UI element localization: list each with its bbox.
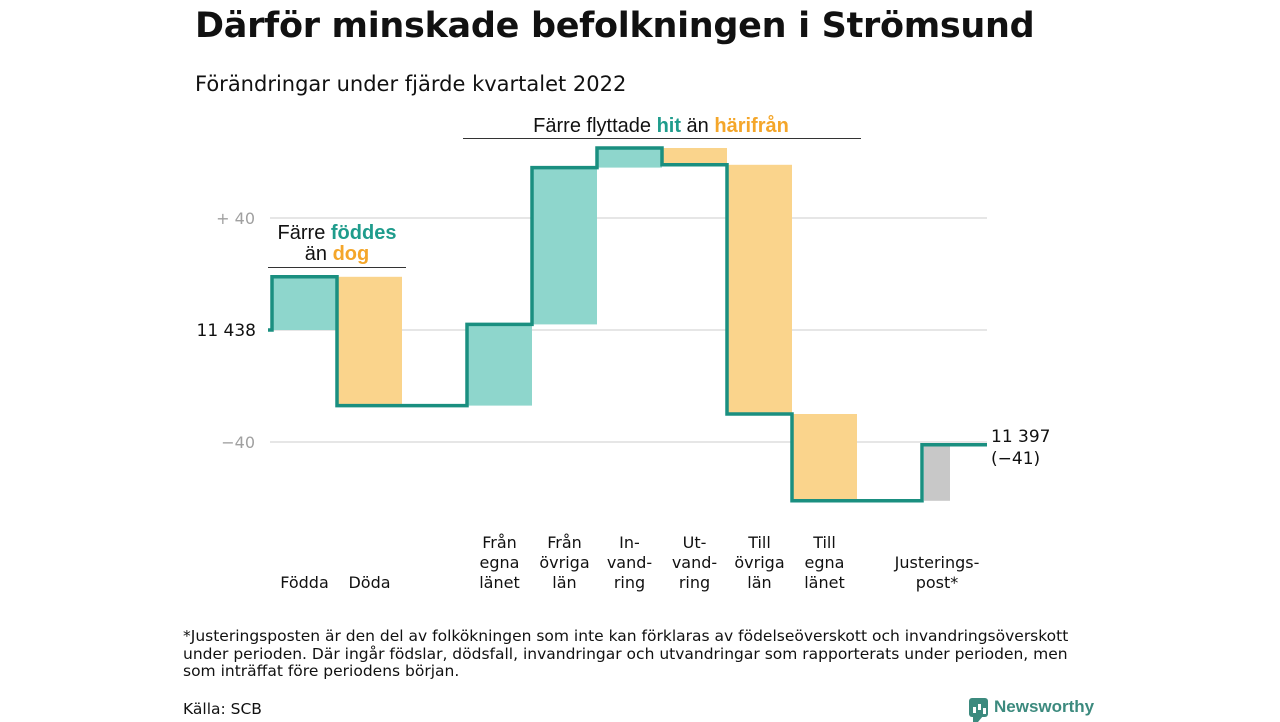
category-label: Ut- [683,533,707,552]
category-label: län [747,573,771,592]
category-label: egna [805,553,845,572]
category-label: Från [547,533,582,552]
brand: Newsworthy [969,697,1095,722]
category-label: länet [479,573,520,592]
footnote: *Justeringsposten är den del av folkökni… [183,627,1069,680]
category-label: vand- [607,553,652,572]
category-label: övriga [734,553,784,572]
category-label: länet [804,573,845,592]
population-level-line [268,146,987,503]
category-label: ring [614,573,645,592]
waterfall-bar [272,276,337,330]
category-label: ring [679,573,710,592]
annotation-migration: Färre flyttade hit än härifrån [533,114,789,137]
waterfall-bar [532,167,597,325]
chart-title: Därför minskade befolkningen i Strömsund [195,6,1035,46]
category-label: Justerings- [894,553,980,572]
waterfall-bar [727,164,792,414]
chart-subtitle: Förändringar under fjärde kvartalet 2022 [195,72,627,96]
category-label: Döda [348,573,390,592]
brand-name: Newsworthy [994,697,1095,716]
annotation-births-deaths-line2: än dog [305,243,369,265]
category-label: Födda [280,573,329,592]
end-value-label: 11 397 [991,427,1050,447]
waterfall-bar [337,276,402,406]
category-label: In- [619,533,640,552]
y-tick-label: −40 [221,433,255,452]
annotation-births-deaths-line1: Färre föddes [278,222,397,244]
category-label: vand- [672,553,717,572]
source-label: Källa: SCB [183,700,262,718]
category-label: egna [480,553,520,572]
category-label: Från [482,533,517,552]
waterfall-bar [597,148,662,168]
category-label: övriga [539,553,589,572]
waterfall-bar [924,444,950,501]
waterfall-bar [467,324,532,406]
waterfall-bar [792,414,857,501]
end-value-label: (−41) [991,449,1040,469]
category-label: post* [916,573,959,592]
category-label: Till [812,533,836,552]
category-label: län [552,573,576,592]
y-tick-label: + 40 [216,209,255,228]
waterfall-bar [662,148,727,165]
newsworthy-logo-icon [969,697,988,722]
category-label: Till [747,533,771,552]
start-value-label: 11 438 [197,321,256,341]
